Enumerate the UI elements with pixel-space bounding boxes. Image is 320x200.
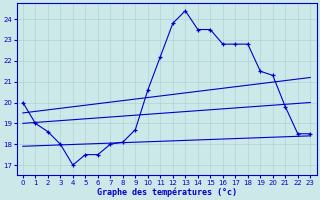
X-axis label: Graphe des températures (°c): Graphe des températures (°c) — [97, 187, 236, 197]
